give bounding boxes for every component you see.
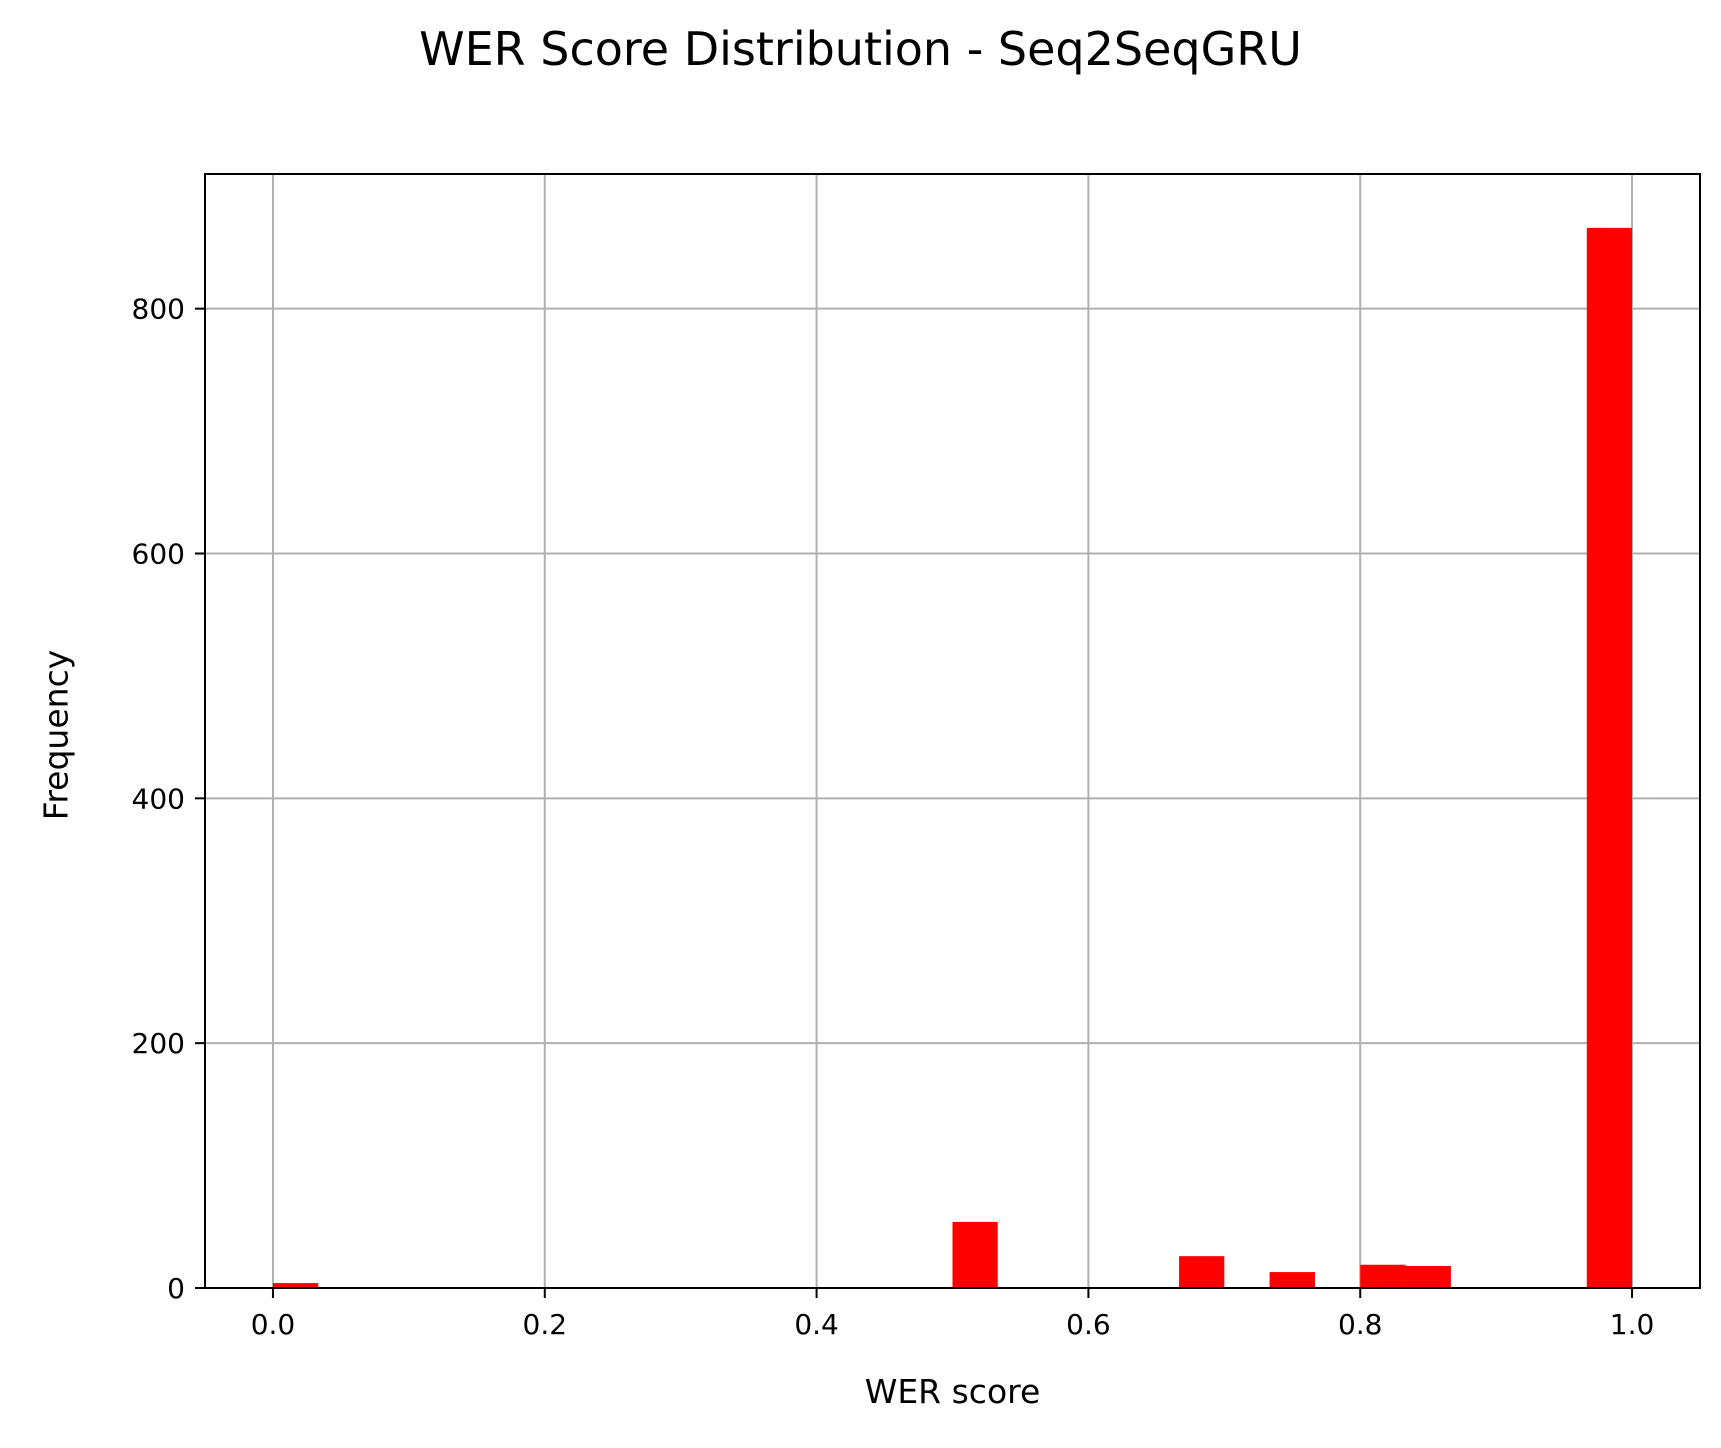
x-tick-label: 0.4 — [794, 1308, 839, 1341]
histogram-bar — [1586, 227, 1633, 1288]
x-tick-label: 0.8 — [1338, 1308, 1383, 1341]
x-tick-label: 0.0 — [251, 1308, 296, 1341]
y-axis-label: Frequency — [36, 649, 76, 821]
y-tick-label: 400 — [132, 782, 185, 815]
histogram-bar — [1269, 1272, 1315, 1288]
y-tick-label: 800 — [132, 293, 185, 326]
x-axis-label: WER score — [864, 1372, 1041, 1411]
histogram-bar — [272, 1283, 319, 1288]
histogram-bar — [1360, 1264, 1406, 1288]
x-tick-label: 0.2 — [523, 1308, 568, 1341]
x-tick-label: 0.6 — [1066, 1308, 1111, 1341]
y-tick-label: 600 — [132, 537, 185, 570]
histogram-bar — [1179, 1256, 1225, 1288]
histogram-bar — [952, 1221, 998, 1288]
plot-frame — [204, 173, 1701, 1289]
y-tick-label: 0 — [167, 1272, 185, 1305]
y-tick-label: 200 — [132, 1027, 185, 1060]
x-tick-label: 1.0 — [1610, 1308, 1655, 1341]
histogram-bar — [1405, 1265, 1451, 1288]
chart-title: WER Score Distribution - Seq2SeqGRU — [419, 22, 1302, 76]
